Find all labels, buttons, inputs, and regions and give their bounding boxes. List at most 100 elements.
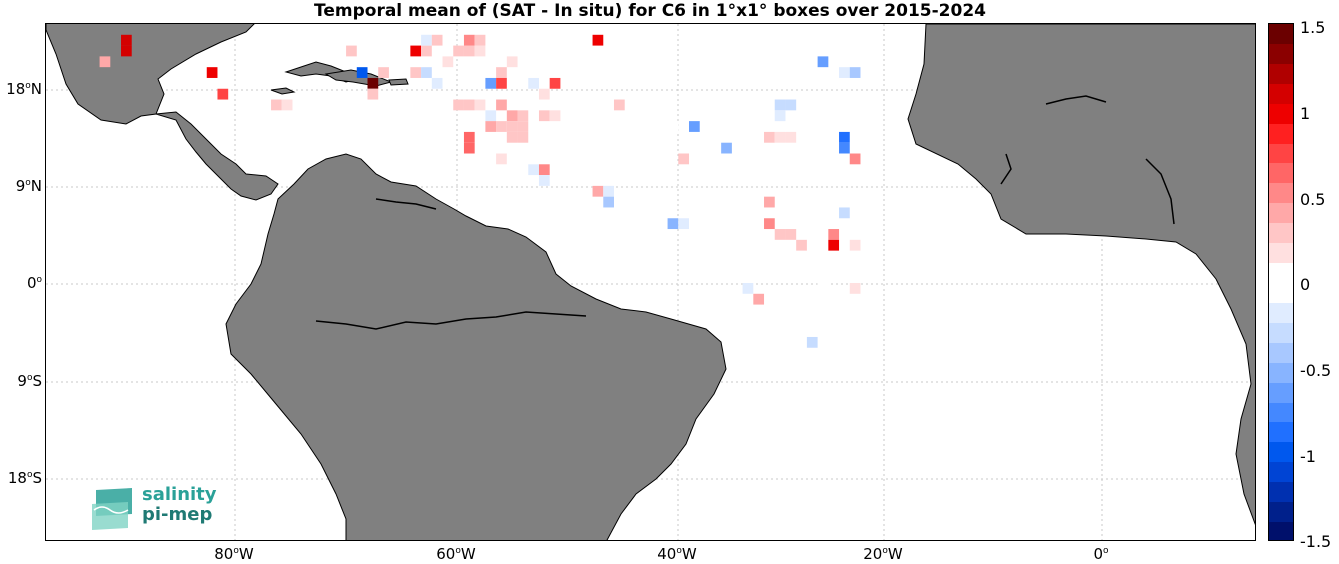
data-cell: [421, 34, 432, 46]
data-cell: [764, 218, 775, 230]
colorbar-swatch: [1269, 402, 1293, 423]
data-cell: [517, 131, 529, 143]
land-central-america: [46, 24, 255, 125]
colorbar-tick: -1: [1300, 447, 1316, 466]
colorbar-swatch: [1269, 482, 1293, 503]
data-cell: [121, 45, 132, 57]
colorbar-swatch: [1269, 243, 1293, 264]
data-cell: [689, 121, 700, 132]
lon-label-60w: 60oW: [436, 545, 476, 563]
colorbar-swatch: [1269, 342, 1293, 363]
colorbar-swatch: [1269, 522, 1293, 540]
land: [46, 24, 1255, 540]
data-cell: [463, 131, 475, 143]
data-cell: [839, 131, 850, 143]
lon-label-80w: 80oW: [214, 545, 254, 563]
data-cell: [678, 153, 690, 165]
data-cell: [817, 56, 829, 68]
data-cell: [367, 77, 379, 89]
data-cells: [99, 34, 861, 348]
data-cell: [549, 110, 561, 122]
colorbar-swatch: [1269, 282, 1293, 303]
data-cell: [206, 67, 218, 78]
data-cell: [474, 34, 486, 46]
colorbar-tick: -1.5: [1300, 532, 1332, 551]
data-cell: [496, 67, 507, 78]
data-cell: [603, 185, 614, 197]
data-cell: [774, 110, 786, 122]
data-cell: [592, 185, 604, 197]
logo-waves-icon: [92, 488, 132, 530]
colorbar-swatch: [1269, 163, 1293, 184]
data-cell: [421, 67, 432, 78]
data-cell: [828, 229, 840, 240]
logo-text-salinity: salinity: [142, 484, 217, 505]
data-cell: [346, 45, 357, 57]
data-cell: [538, 164, 550, 176]
logo-text-pi-mep: pi-mep: [142, 504, 213, 525]
data-cell: [849, 239, 861, 251]
colorbar-swatch: [1269, 442, 1293, 463]
data-cell: [603, 196, 614, 208]
data-cell: [538, 175, 550, 186]
data-cell: [667, 121, 679, 132]
lon-label-0: 0o: [1093, 545, 1109, 563]
colorbar-swatch: [1269, 263, 1293, 283]
colorbar-swatch: [1269, 302, 1293, 323]
data-cell: [667, 218, 679, 230]
data-cell: [99, 56, 111, 68]
colorbar-swatch: [1269, 422, 1293, 443]
lat-label-0: 0o: [26, 274, 42, 292]
data-cell: [796, 239, 807, 251]
data-cell: [839, 56, 850, 68]
data-cell: [613, 99, 625, 111]
lat-label-18s: 18oS: [7, 469, 42, 487]
colorbar-swatch: [1269, 382, 1293, 403]
data-cell: [421, 45, 432, 57]
data-cell: [121, 34, 132, 46]
data-cell: [849, 261, 861, 273]
data-cell: [806, 336, 818, 348]
rivers: [315, 95, 1175, 330]
data-cell: [721, 261, 732, 273]
map-panel: [45, 23, 1256, 541]
salinity-pi-mep-logo: salinity pi-mep: [92, 484, 232, 534]
data-cell: [496, 99, 507, 111]
data-cell: [538, 88, 550, 100]
data-cell: [367, 88, 379, 100]
lon-label-40w: 40oW: [657, 545, 697, 563]
data-cell: [271, 99, 282, 111]
lat-label-9s: 9oS: [17, 372, 42, 390]
colorbar-swatch: [1269, 123, 1293, 144]
data-cell: [506, 131, 518, 143]
data-cell: [764, 196, 775, 208]
data-cell: [839, 207, 850, 219]
data-cell: [785, 131, 797, 143]
data-cell: [496, 77, 507, 89]
colorbar-tick: 0: [1300, 275, 1311, 294]
colorbar-swatch: [1269, 83, 1293, 104]
data-cell: [517, 110, 529, 122]
data-cell: [442, 56, 454, 68]
data-cell: [678, 218, 690, 230]
colorbar-swatch: [1269, 362, 1293, 383]
data-cell: [463, 142, 475, 154]
data-cell: [506, 56, 518, 68]
data-cell: [774, 131, 786, 143]
data-cell: [753, 293, 765, 305]
lat-label-9n: 9oN: [15, 177, 42, 195]
colorbar: [1268, 23, 1294, 541]
data-cell: [764, 131, 775, 143]
map-canvas: [46, 24, 1255, 540]
data-cell: [839, 142, 850, 154]
colorbar-swatch: [1269, 103, 1293, 124]
land-jamaica: [270, 87, 296, 95]
colorbar-tick: -0.5: [1300, 361, 1332, 380]
data-cell: [453, 45, 464, 57]
data-cell: [517, 121, 529, 132]
data-cell: [849, 67, 861, 78]
colorbar-tick: 1: [1300, 104, 1311, 123]
colorbar-swatch: [1269, 462, 1293, 483]
data-cell: [817, 283, 829, 294]
data-cell: [496, 153, 507, 165]
